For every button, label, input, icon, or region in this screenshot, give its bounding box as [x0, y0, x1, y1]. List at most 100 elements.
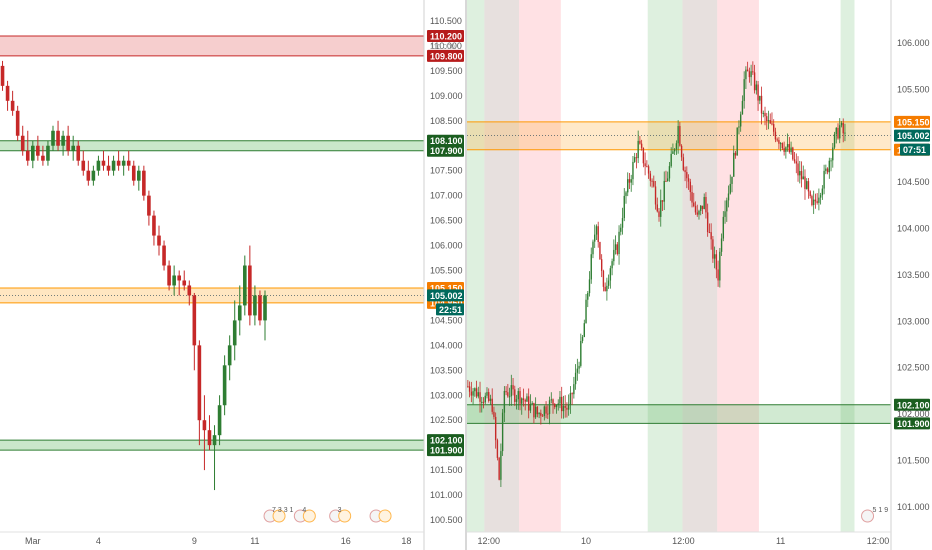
candle[interactable]: [773, 119, 775, 136]
candle[interactable]: [588, 271, 591, 297]
candle[interactable]: [541, 413, 544, 417]
candle[interactable]: [212, 425, 217, 491]
candle[interactable]: [757, 81, 759, 111]
candle[interactable]: [627, 172, 629, 197]
candle[interactable]: [833, 131, 836, 150]
candle[interactable]: [562, 395, 565, 419]
candle[interactable]: [720, 233, 723, 257]
candle[interactable]: [632, 156, 634, 186]
zone-bottom-tag[interactable]: 101.900: [894, 417, 930, 430]
candle[interactable]: [635, 152, 638, 169]
candle[interactable]: [672, 143, 674, 155]
candle[interactable]: [505, 386, 507, 396]
candle[interactable]: [680, 144, 683, 161]
candle[interactable]: [823, 164, 825, 195]
candle[interactable]: [0, 60, 5, 91]
zone-supply-0[interactable]: [0, 35, 424, 56]
candle[interactable]: [807, 177, 810, 199]
candle[interactable]: [521, 397, 523, 415]
economic-event-icons[interactable]: 5 1 9: [861, 507, 889, 523]
candle[interactable]: [531, 401, 533, 405]
candle[interactable]: [726, 197, 728, 222]
candle[interactable]: [816, 193, 818, 205]
candle[interactable]: [486, 387, 488, 399]
candle[interactable]: [826, 167, 829, 175]
left-chart-panel[interactable]: 7 3 3 1 4 3: [0, 35, 424, 523]
candle[interactable]: [543, 405, 546, 421]
candle[interactable]: [602, 269, 605, 292]
candle[interactable]: [527, 388, 530, 419]
candle[interactable]: [106, 155, 111, 176]
candle[interactable]: [61, 130, 65, 156]
candle[interactable]: [489, 394, 492, 405]
candle[interactable]: [682, 153, 685, 172]
candle[interactable]: [522, 388, 525, 407]
candle[interactable]: [713, 246, 716, 269]
candle[interactable]: [550, 392, 552, 404]
candle[interactable]: [484, 392, 486, 405]
candle[interactable]: [818, 188, 820, 211]
candle[interactable]: [733, 145, 735, 177]
candle[interactable]: [177, 270, 181, 296]
candle[interactable]: [844, 123, 846, 142]
candle[interactable]: [547, 405, 549, 419]
candle[interactable]: [658, 207, 660, 222]
candle[interactable]: [616, 241, 619, 256]
candle[interactable]: [71, 135, 75, 161]
candle[interactable]: [677, 120, 679, 154]
economic-event-icons[interactable]: 3: [329, 507, 352, 523]
candle[interactable]: [592, 239, 594, 259]
candle[interactable]: [91, 165, 96, 186]
candle[interactable]: [607, 274, 610, 289]
candle[interactable]: [554, 403, 556, 410]
candle[interactable]: [750, 64, 752, 86]
candle[interactable]: [468, 381, 471, 398]
candle[interactable]: [724, 200, 726, 224]
candle[interactable]: [668, 161, 671, 182]
candle[interactable]: [840, 121, 843, 128]
candle[interactable]: [753, 64, 756, 94]
candle[interactable]: [755, 80, 758, 95]
candle[interactable]: [583, 319, 585, 338]
candle[interactable]: [578, 361, 580, 374]
candle[interactable]: [46, 140, 50, 166]
candle[interactable]: [673, 148, 676, 155]
candle[interactable]: [25, 130, 30, 166]
candle[interactable]: [739, 111, 742, 132]
zone-pivot-2[interactable]: [0, 287, 424, 303]
candle[interactable]: [202, 395, 207, 471]
candle[interactable]: [800, 161, 803, 188]
candle[interactable]: [719, 247, 721, 288]
candle[interactable]: [705, 192, 707, 219]
candle[interactable]: [811, 194, 813, 207]
candle[interactable]: [475, 380, 478, 399]
candle[interactable]: [533, 402, 535, 424]
candle[interactable]: [644, 152, 646, 176]
candle[interactable]: [689, 178, 691, 201]
candle[interactable]: [708, 223, 711, 234]
zone-top-tag[interactable]: 108.100: [427, 134, 464, 147]
candle[interactable]: [736, 127, 738, 156]
candle[interactable]: [781, 142, 784, 150]
candle[interactable]: [207, 415, 212, 451]
candle[interactable]: [686, 166, 688, 189]
economic-event-icons[interactable]: 4: [293, 507, 316, 523]
zone-top-tag[interactable]: 105.150: [894, 115, 930, 128]
candle[interactable]: [500, 443, 502, 488]
economic-event-icons[interactable]: 7 3 3 1: [263, 507, 294, 523]
candle[interactable]: [599, 241, 601, 260]
candle[interactable]: [623, 188, 625, 222]
candle[interactable]: [555, 404, 558, 414]
candle[interactable]: [595, 224, 598, 241]
candle[interactable]: [474, 387, 476, 397]
candle[interactable]: [581, 335, 584, 344]
candle[interactable]: [597, 221, 599, 248]
candle[interactable]: [618, 225, 620, 265]
candle[interactable]: [574, 364, 577, 390]
candle[interactable]: [764, 106, 766, 126]
candle[interactable]: [587, 290, 589, 308]
candle[interactable]: [573, 376, 575, 399]
candle[interactable]: [552, 398, 554, 414]
candle[interactable]: [494, 412, 497, 449]
candle[interactable]: [517, 388, 519, 410]
